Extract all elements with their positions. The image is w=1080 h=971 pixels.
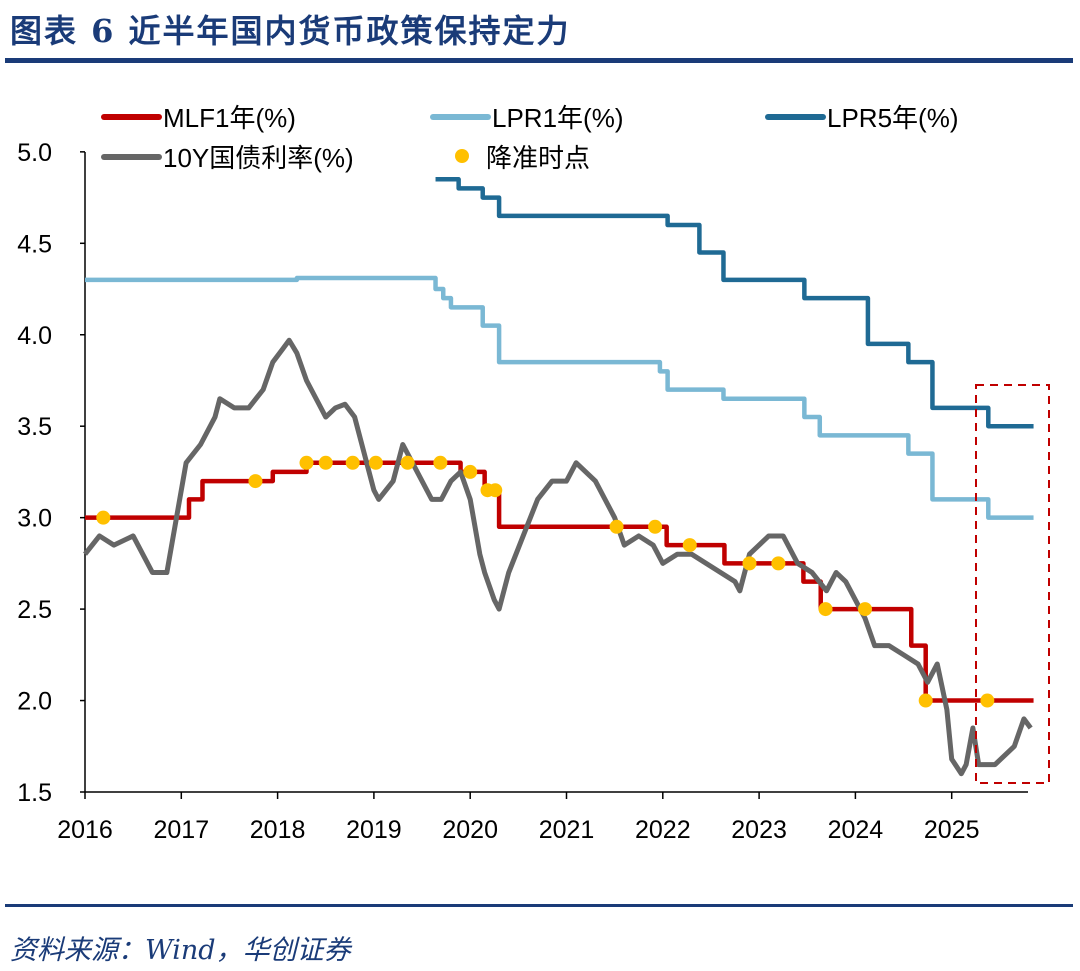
footer-rule xyxy=(5,904,1073,907)
x-tick-label: 2023 xyxy=(731,816,787,844)
source-note: 资料来源：Wind，华创证券 xyxy=(10,935,351,966)
chart: 1.5 2.0 2.5 3.0 3.5 4.0 4.5 5.0 2016 2017 2018 2019… xyxy=(17,103,1050,844)
rrr-cut-point xyxy=(818,602,833,617)
series-line-3 xyxy=(83,337,1033,777)
legend-label: LPR1年(%) xyxy=(492,103,623,133)
rrr-cut-point xyxy=(299,455,314,470)
y-tick-label: 1.5 xyxy=(17,779,52,807)
rrr-cut-point xyxy=(980,693,995,708)
legend-label: MLF1年(%) xyxy=(163,103,296,133)
rrr-cut-point xyxy=(858,602,873,617)
rrr-cut-point xyxy=(918,693,933,708)
rrr-cut-point xyxy=(96,510,111,525)
y-tick-label: 2.0 xyxy=(17,688,52,716)
rrr-cut-point xyxy=(318,455,333,470)
rrr-cut-point xyxy=(682,538,697,553)
legend-label: 10Y国债利率(%) xyxy=(163,143,354,173)
rrr-cut-point xyxy=(771,556,786,571)
y-tick-label: 2.5 xyxy=(17,596,52,624)
rrr-cut-point xyxy=(248,474,263,489)
x-tick-label: 2020 xyxy=(442,816,498,844)
series-line-2 xyxy=(435,177,1034,429)
y-tick-label: 3.5 xyxy=(17,413,52,441)
x-tick-label: 2022 xyxy=(635,816,691,844)
y-tick-label: 4.5 xyxy=(17,230,52,258)
y-tick-label: 5.0 xyxy=(17,139,52,167)
chart-title: 图表 6 近半年国内货币政策保持定力 xyxy=(10,12,571,50)
rrr-cut-point xyxy=(463,464,478,479)
x-tick-label: 2017 xyxy=(153,816,209,844)
rrr-cut-point xyxy=(345,455,360,470)
legend-marker xyxy=(455,149,469,163)
series-line-0 xyxy=(85,460,1034,703)
rrr-cut-point xyxy=(648,519,663,534)
x-tick-label: 2024 xyxy=(828,816,884,844)
rrr-cut-point xyxy=(609,519,624,534)
rrr-cut-point xyxy=(433,455,448,470)
title-rule xyxy=(5,58,1073,63)
legend-label: LPR5年(%) xyxy=(827,103,958,133)
rrr-cut-point xyxy=(488,483,503,498)
x-tick-label: 2019 xyxy=(346,816,402,844)
x-tick-label: 2021 xyxy=(539,816,595,844)
y-tick-label: 4.0 xyxy=(17,322,52,350)
rrr-cut-point xyxy=(368,455,383,470)
legend-label: 降准时点 xyxy=(486,143,590,173)
x-tick-label: 2025 xyxy=(924,816,980,844)
series-line-1 xyxy=(85,275,1034,520)
y-tick-label: 3.0 xyxy=(17,505,52,533)
highlight-box xyxy=(975,384,1050,784)
x-tick-label: 2016 xyxy=(57,816,113,844)
rrr-cut-point xyxy=(400,455,415,470)
x-tick-label: 2018 xyxy=(250,816,306,844)
rrr-cut-point xyxy=(742,556,757,571)
